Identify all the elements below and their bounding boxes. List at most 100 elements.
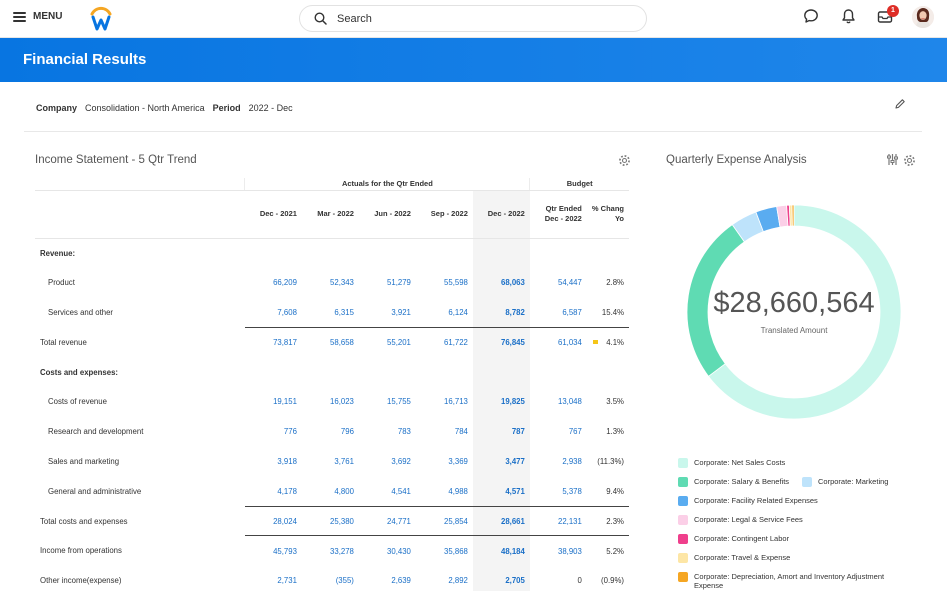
budget-cell[interactable]: 2,938 — [562, 456, 582, 466]
cell-value[interactable]: 2,639 — [391, 576, 411, 586]
cell-value[interactable]: 2,892 — [448, 576, 468, 586]
cell-value — [302, 238, 359, 268]
pencil-icon[interactable] — [894, 98, 906, 110]
cell-value[interactable]: (355) — [335, 576, 354, 586]
cell-value[interactable]: 58,658 — [301, 326, 359, 358]
column-header[interactable]: Jun - 2022 — [358, 190, 416, 239]
cell-value[interactable]: 784 — [454, 427, 468, 437]
cell-value[interactable]: 3,761 — [334, 456, 354, 466]
column-header[interactable]: Dec - 2022 — [472, 190, 530, 239]
column-header[interactable]: Dec - 2021 — [244, 190, 302, 239]
budget-cell[interactable]: 38,903 — [529, 535, 587, 566]
cell-value[interactable]: 6,124 — [448, 307, 468, 317]
cell-value[interactable]: 19,151 — [273, 397, 297, 407]
budget-cell[interactable]: 5,378 — [562, 486, 582, 496]
cell-value[interactable]: 55,201 — [358, 326, 416, 358]
budget-cell[interactable]: 0 — [577, 576, 582, 586]
cell-value[interactable]: 24,771 — [358, 505, 416, 536]
budget-cell[interactable]: 6,587 — [562, 307, 582, 317]
cell-value[interactable]: 25,380 — [301, 505, 359, 536]
cell-value[interactable]: 52,343 — [330, 278, 354, 288]
pct-change-value: (0.9%) — [601, 576, 624, 586]
cell-value[interactable]: 2,705 — [472, 565, 530, 591]
cell-value[interactable]: 4,541 — [391, 486, 411, 496]
donut-slice[interactable] — [707, 204, 902, 420]
legend-item[interactable]: Corporate: Contingent Labor — [678, 534, 918, 544]
pct-change-cell: 4.1% — [586, 326, 629, 358]
cell-value[interactable]: 45,793 — [244, 535, 302, 566]
gear-icon[interactable] — [618, 154, 631, 167]
cell-value[interactable]: 6,315 — [334, 307, 354, 317]
cell-value[interactable]: 16,023 — [330, 397, 354, 407]
bell-icon[interactable] — [841, 8, 856, 24]
cell-value[interactable]: 28,661 — [472, 505, 530, 536]
legend-item[interactable]: Corporate: Marketing — [802, 477, 912, 487]
column-header[interactable]: Sep - 2022 — [415, 190, 473, 239]
filter-sliders-icon[interactable] — [886, 153, 899, 166]
legend-label: Corporate: Travel & Expense — [694, 553, 791, 562]
cell-value[interactable]: 3,918 — [277, 456, 297, 466]
cell-value[interactable]: 4,800 — [334, 486, 354, 496]
cell-value[interactable]: 76,845 — [472, 326, 530, 358]
cell-value[interactable]: 4,178 — [277, 486, 297, 496]
cell-value[interactable]: 73,817 — [244, 326, 302, 358]
cell-value[interactable]: 3,692 — [391, 456, 411, 466]
notification-badge: 1 — [887, 5, 899, 17]
cell-value[interactable]: 4,988 — [448, 486, 468, 496]
budget-cell[interactable]: 13,048 — [557, 397, 582, 407]
avatar[interactable] — [912, 6, 934, 28]
inbox-icon[interactable] — [877, 10, 893, 24]
budget-cell[interactable]: 54,447 — [557, 278, 582, 288]
cell-value[interactable]: 7,608 — [277, 307, 297, 317]
gear-icon[interactable] — [903, 154, 916, 167]
budget-cell[interactable]: 22,131 — [529, 505, 587, 536]
legend-item[interactable]: Corporate: Salary & Benefits — [678, 477, 798, 487]
cell-value[interactable]: 3,369 — [448, 456, 468, 466]
budget-cell[interactable]: 61,034 — [529, 326, 587, 358]
cell-value[interactable]: 19,825 — [472, 386, 530, 417]
column-header[interactable]: Mar - 2022 — [301, 190, 359, 239]
cell-value[interactable]: 33,278 — [301, 535, 359, 566]
cell-value[interactable]: 776 — [283, 427, 297, 437]
cell-value[interactable]: 8,782 — [472, 297, 530, 328]
search-bar[interactable] — [299, 5, 647, 32]
company-value[interactable]: Consolidation - North America — [85, 103, 205, 113]
cell-value[interactable]: 3,477 — [472, 446, 530, 477]
cell-value[interactable]: 51,279 — [387, 278, 411, 288]
cell-value[interactable]: 787 — [472, 416, 530, 447]
donut-slice[interactable] — [791, 204, 795, 227]
legend-item[interactable]: Corporate: Depreciation, Amort and Inven… — [678, 572, 903, 590]
cell-value[interactable]: 66,209 — [273, 278, 297, 288]
budget-cell — [530, 357, 587, 387]
cell-value[interactable]: 796 — [340, 427, 354, 437]
cell-value[interactable]: 2,731 — [277, 576, 297, 586]
legend-item[interactable]: Corporate: Net Sales Costs — [678, 458, 918, 468]
cell-value[interactable]: 783 — [397, 427, 411, 437]
legend-item[interactable]: Corporate: Travel & Expense — [678, 553, 918, 563]
search-input[interactable] — [337, 12, 617, 25]
company-label: Company — [36, 103, 78, 113]
cell-value[interactable]: 55,598 — [444, 278, 468, 288]
cell-value[interactable]: 3,921 — [391, 307, 411, 317]
cell-value[interactable]: 4,571 — [472, 476, 530, 507]
cell-value[interactable]: 28,024 — [244, 505, 302, 536]
legend-item[interactable]: Corporate: Facility Related Expenses — [678, 496, 918, 506]
cell-value[interactable]: 16,713 — [444, 397, 468, 407]
cell-value[interactable]: 68,063 — [472, 267, 530, 298]
period-value[interactable]: 2022 - Dec — [248, 103, 293, 113]
table-row: Research and development 776 796 783 784 787 7… — [35, 416, 629, 447]
legend-item[interactable]: Corporate: Legal & Service Fees — [678, 515, 918, 525]
cell-value[interactable]: 25,854 — [415, 505, 473, 536]
workday-logo[interactable] — [89, 6, 113, 32]
expense-donut-chart[interactable] — [683, 201, 905, 423]
budget-cell[interactable]: 767 — [568, 427, 582, 437]
cell-value[interactable]: 61,722 — [415, 326, 473, 358]
cell-value[interactable]: 48,184 — [472, 535, 530, 566]
budget-column-header[interactable]: Qtr Ended Dec - 2022 — [529, 190, 587, 239]
cell-value[interactable]: 15,755 — [387, 397, 411, 407]
chat-icon[interactable] — [803, 8, 819, 24]
cell-value[interactable]: 35,868 — [415, 535, 473, 566]
cell-value[interactable]: 30,430 — [358, 535, 416, 566]
pct-change-column-header[interactable]: % Chang Yo — [586, 190, 629, 239]
menu-button[interactable]: MENU — [13, 11, 62, 22]
